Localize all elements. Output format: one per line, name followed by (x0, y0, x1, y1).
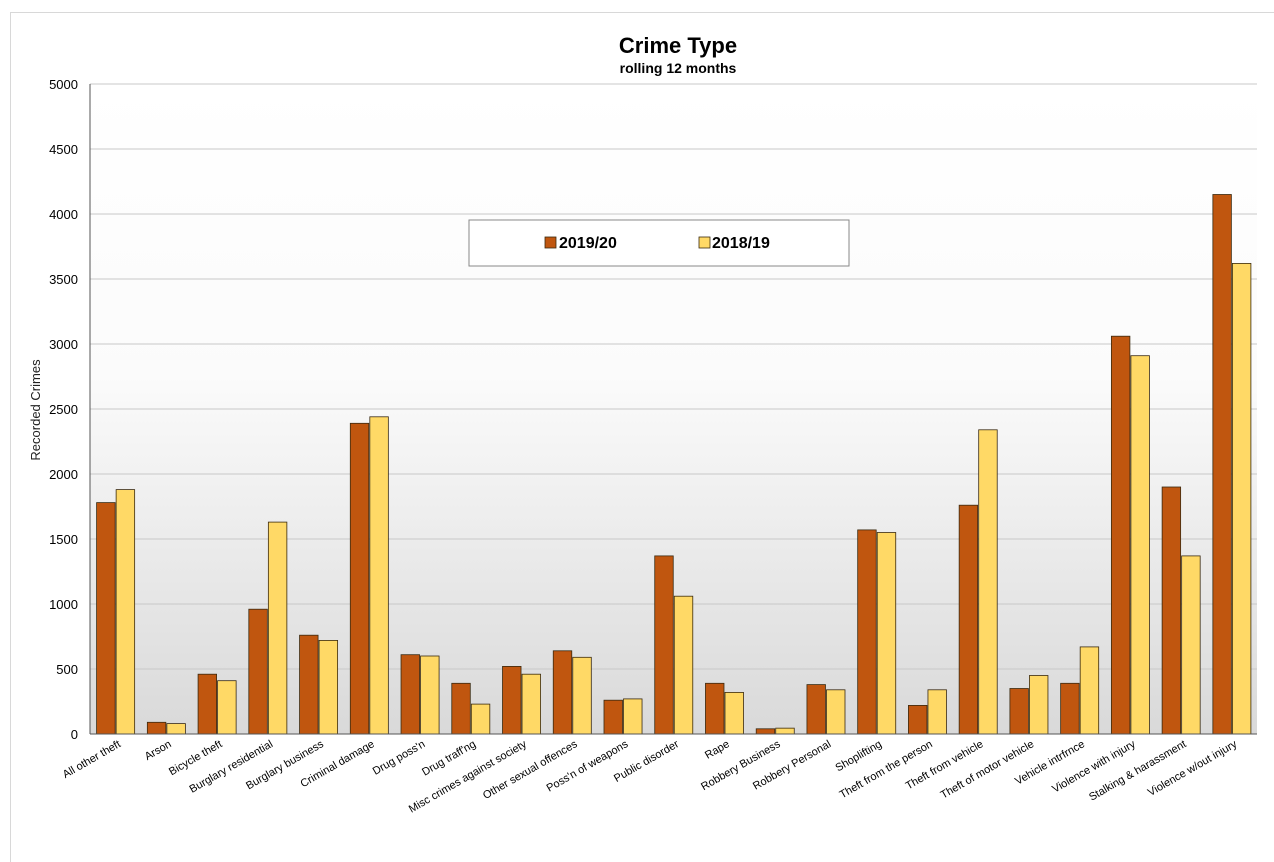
bar-2018-19-5 (369, 416, 389, 735)
x-tick-label: Theft of motor vehicle (939, 738, 1037, 801)
y-tick-label: 3500 (49, 272, 78, 287)
chart-title: Crime Type (619, 33, 737, 58)
bar-2019-20-5 (349, 422, 370, 735)
y-tick-label: 500 (56, 662, 78, 677)
bar-2018-19-21 (1181, 555, 1201, 735)
legend: 2019/20 2018/19 (468, 219, 850, 267)
bar-2019-20-21 (1161, 486, 1182, 735)
bar-2019-20-11 (654, 555, 674, 735)
x-tick-label: Drug poss'n (371, 738, 428, 778)
bar-2019-20-7 (451, 682, 471, 735)
x-tick-label: Theft from the person (838, 738, 935, 801)
x-tick-label: Other sexual offences (481, 738, 580, 802)
bar-2019-20-1 (146, 721, 167, 735)
bar-2018-19-22 (1231, 262, 1252, 735)
y-tick-label: 0 (71, 727, 78, 742)
y-tick-label: 1000 (49, 597, 78, 612)
bar-2018-19-18 (1029, 675, 1049, 735)
legend-swatch-2019-20 (544, 236, 557, 249)
x-tick-label: Violence w/out injury (1146, 738, 1240, 799)
y-axis-label: Recorded Crimes (28, 359, 43, 461)
bar-2018-19-6 (420, 655, 440, 735)
x-tick-label: Rape (703, 738, 732, 762)
legend-swatch-2018-19 (698, 236, 711, 249)
bar-2019-20-0 (96, 502, 116, 735)
y-tick-label: 2000 (49, 467, 78, 482)
x-tick-label: Arson (143, 738, 174, 763)
bar-2018-19-7 (470, 703, 491, 735)
legend-label-2019-20: 2019/20 (559, 235, 617, 252)
legend-label-2018-19: 2018/19 (712, 235, 770, 252)
bar-2018-19-14 (826, 689, 846, 735)
bar-2018-19-17 (978, 429, 998, 735)
y-tick-label: 1500 (49, 532, 78, 547)
bar-2019-20-12 (705, 682, 725, 735)
bar-2018-19-8 (521, 673, 541, 735)
y-tick-label: 5000 (49, 77, 78, 92)
bar-2019-20-14 (806, 684, 826, 735)
bar-2019-20-16 (908, 705, 928, 735)
bar-2019-20-15 (857, 529, 877, 735)
bar-2018-19-20 (1130, 355, 1150, 735)
bar-2019-20-19 (1060, 682, 1080, 735)
bar-2018-19-10 (623, 698, 643, 735)
bar-2018-19-2 (217, 680, 237, 735)
bar-2019-20-17 (958, 504, 979, 735)
y-tick-label: 4000 (49, 207, 78, 222)
bar-2018-19-11 (673, 595, 694, 735)
bar-2018-19-16 (927, 689, 947, 735)
x-tick-label: Violence with injury (1050, 738, 1138, 796)
bar-2019-20-8 (502, 666, 522, 735)
bar-2019-20-22 (1212, 194, 1232, 735)
y-axis-ticks: 0 500 1000 1500 2000 2500 3000 3500 4000 4500 5000 (49, 77, 78, 742)
bar-2019-20-9 (552, 650, 573, 735)
bar-2018-19-9 (572, 656, 592, 735)
bar-2019-20-20 (1110, 335, 1131, 735)
bar-2019-20-6 (400, 654, 420, 735)
y-tick-label: 2500 (49, 402, 78, 417)
bar-2018-19-1 (166, 723, 186, 735)
bar-2018-19-0 (115, 489, 136, 735)
bars (96, 194, 1252, 735)
bar-2019-20-4 (299, 634, 319, 735)
bar-2018-19-13 (775, 727, 795, 735)
bar-2019-20-18 (1009, 688, 1029, 735)
bar-2018-19-12 (724, 692, 744, 735)
chart-subtitle: rolling 12 months (620, 60, 737, 76)
axes (89, 84, 1257, 735)
bar-2019-20-13 (755, 728, 776, 735)
bar-2019-20-10 (603, 699, 623, 735)
bar-2018-19-19 (1079, 646, 1100, 735)
y-tick-label: 4500 (49, 142, 78, 157)
bar-2018-19-15 (876, 532, 897, 735)
x-tick-label: Burglary residential (188, 738, 276, 795)
x-tick-label: All other theft (61, 738, 123, 781)
legend-box (468, 219, 850, 267)
x-tick-label: Stalking & harassment (1087, 738, 1188, 803)
bar-2018-19-4 (318, 640, 339, 735)
bar-2018-19-3 (267, 521, 288, 735)
bar-2019-20-3 (248, 608, 268, 735)
chart-frame (10, 12, 1274, 862)
bar-2019-20-2 (197, 673, 217, 735)
y-tick-label: 3000 (49, 337, 78, 352)
